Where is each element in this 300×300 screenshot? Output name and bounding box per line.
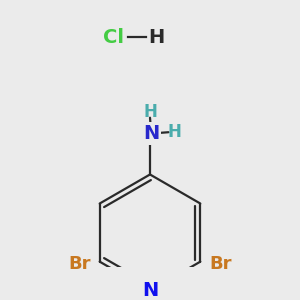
- Text: H: H: [148, 28, 165, 46]
- Text: H: H: [143, 103, 157, 122]
- Text: Br: Br: [69, 255, 91, 273]
- Text: N: N: [143, 124, 159, 143]
- Text: Cl: Cl: [103, 28, 124, 46]
- Text: H: H: [167, 123, 181, 141]
- Text: N: N: [142, 281, 158, 300]
- Text: Br: Br: [209, 255, 231, 273]
